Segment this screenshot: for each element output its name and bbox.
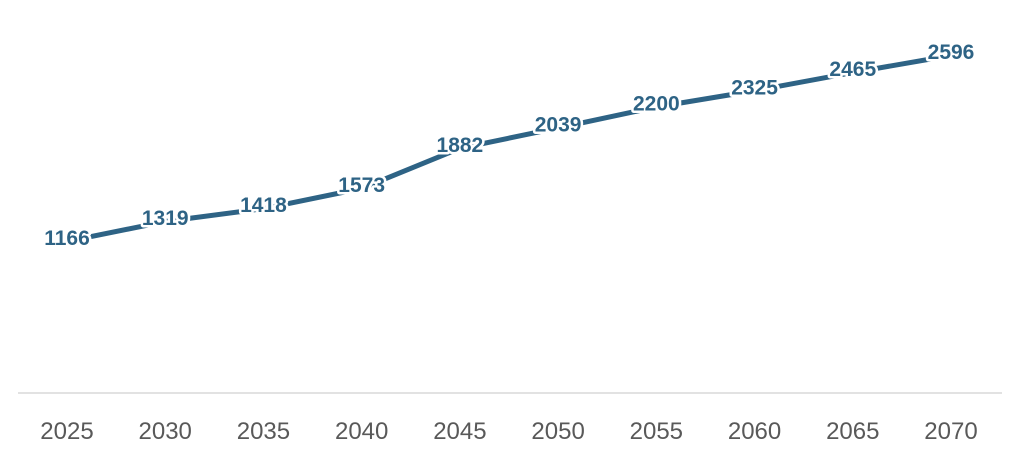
data-label: 1882 <box>437 134 484 157</box>
data-label: 2596 <box>928 41 975 64</box>
x-tick-label: 2040 <box>335 418 388 445</box>
data-label: 2039 <box>535 113 582 136</box>
x-tick-label: 2065 <box>826 418 879 445</box>
data-label: 1573 <box>338 174 385 197</box>
x-axis-ticks: 2025 2030 2035 2040 2045 2050 2055 2060 2065 2070 <box>40 418 977 445</box>
data-label: 1319 <box>142 207 189 230</box>
data-label: 2325 <box>731 76 778 99</box>
x-tick-label: 2045 <box>433 418 486 445</box>
x-tick-label: 2070 <box>924 418 977 445</box>
data-label: 1418 <box>240 194 287 217</box>
x-tick-label: 2025 <box>40 418 93 445</box>
x-tick-label: 2055 <box>630 418 683 445</box>
series-line <box>64 53 954 244</box>
x-tick-label: 2035 <box>237 418 290 445</box>
x-tick-label: 2050 <box>531 418 584 445</box>
data-label: 2200 <box>633 93 680 116</box>
series-layer <box>64 53 954 244</box>
x-tick-label: 2060 <box>728 418 781 445</box>
x-tick-label: 2030 <box>139 418 192 445</box>
data-label: 2465 <box>829 58 876 81</box>
data-label: 1166 <box>44 227 90 250</box>
data-labels: 1166 1319 1418 1573 1882 2039 2200 2325 2465 2596 <box>42 39 977 253</box>
